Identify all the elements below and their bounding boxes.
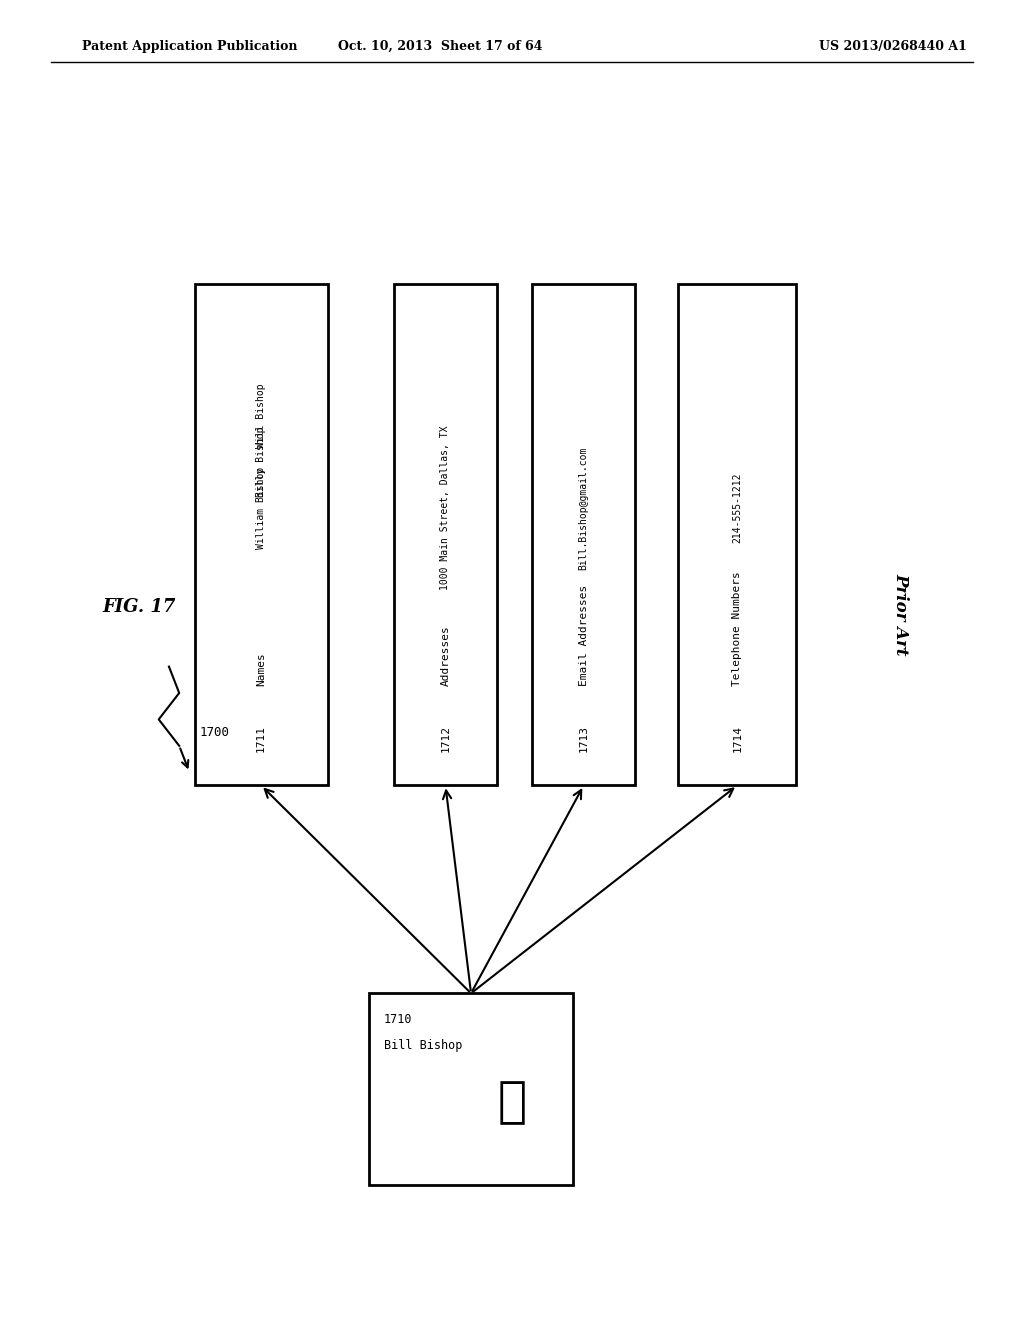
Text: 🚶: 🚶 — [498, 1078, 526, 1126]
Text: Oct. 10, 2013  Sheet 17 of 64: Oct. 10, 2013 Sheet 17 of 64 — [338, 40, 543, 53]
Text: 1710: 1710 — [384, 1014, 413, 1026]
Text: Names: Names — [256, 652, 266, 686]
Text: 1713: 1713 — [579, 726, 589, 752]
Text: 1711: 1711 — [256, 726, 266, 752]
Text: Telephone Numbers: Telephone Numbers — [732, 572, 742, 686]
Text: 1712: 1712 — [440, 726, 451, 752]
FancyBboxPatch shape — [195, 284, 328, 785]
FancyBboxPatch shape — [532, 284, 635, 785]
Text: 1000 Main Street, Dallas, TX: 1000 Main Street, Dallas, TX — [440, 426, 451, 590]
Text: 214-555-1212: 214-555-1212 — [732, 473, 742, 544]
Text: Email Addresses: Email Addresses — [579, 585, 589, 686]
Text: Billy Bishop: Billy Bishop — [256, 426, 266, 498]
Text: Bill Bishop: Bill Bishop — [384, 1040, 463, 1052]
Text: FIG. 17: FIG. 17 — [102, 598, 176, 616]
Text: 1714: 1714 — [732, 726, 742, 752]
Text: 1700: 1700 — [200, 726, 229, 739]
Text: US 2013/0268440 A1: US 2013/0268440 A1 — [819, 40, 967, 53]
Text: Addresses: Addresses — [440, 626, 451, 686]
FancyBboxPatch shape — [394, 284, 497, 785]
Text: Will Bishop: Will Bishop — [256, 384, 266, 447]
Text: Prior Art: Prior Art — [893, 573, 909, 655]
FancyBboxPatch shape — [369, 993, 573, 1185]
Text: Patent Application Publication: Patent Application Publication — [82, 40, 297, 53]
Text: Bill.Bishop@gmail.com: Bill.Bishop@gmail.com — [579, 446, 589, 570]
FancyBboxPatch shape — [678, 284, 797, 785]
Text: William Bishop: William Bishop — [256, 467, 266, 549]
